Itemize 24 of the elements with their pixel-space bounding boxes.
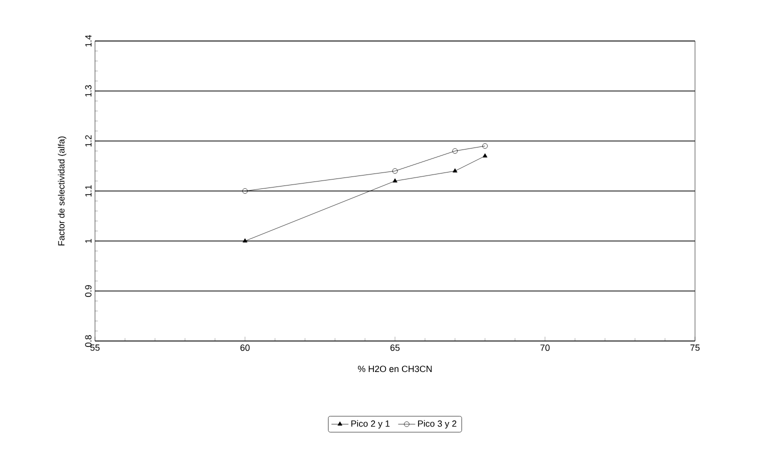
y-tick-label: 0.8 bbox=[85, 335, 92, 347]
y-tick-label: 1.3 bbox=[85, 85, 92, 97]
legend-label: Pico 2 y 1 bbox=[351, 420, 390, 429]
point bbox=[242, 238, 248, 242]
point bbox=[392, 178, 398, 182]
y-axis-title: Factor de selectividad (alfa) bbox=[58, 136, 66, 246]
y-tick-label: 1 bbox=[85, 238, 92, 243]
point bbox=[242, 188, 248, 194]
point bbox=[452, 168, 458, 172]
point bbox=[482, 143, 488, 149]
x-tick-label: 65 bbox=[390, 344, 400, 351]
y-tick-label: 1.1 bbox=[85, 185, 92, 197]
x-tick-label: 75 bbox=[690, 344, 700, 351]
y-tick-label: 1.2 bbox=[85, 135, 92, 147]
point bbox=[452, 148, 458, 154]
x-tick-label: 55 bbox=[90, 344, 100, 351]
legend-label: Pico 3 y 2 bbox=[418, 420, 456, 429]
x-tick-label: 70 bbox=[540, 344, 550, 351]
y-tick-label: 1.4 bbox=[85, 35, 92, 47]
x-tick-label: 60 bbox=[240, 344, 250, 351]
point bbox=[392, 168, 398, 174]
y-tick-label: 0.9 bbox=[85, 285, 92, 297]
point bbox=[482, 153, 488, 158]
x-axis-title: % H2O en CH3CN bbox=[358, 366, 432, 372]
